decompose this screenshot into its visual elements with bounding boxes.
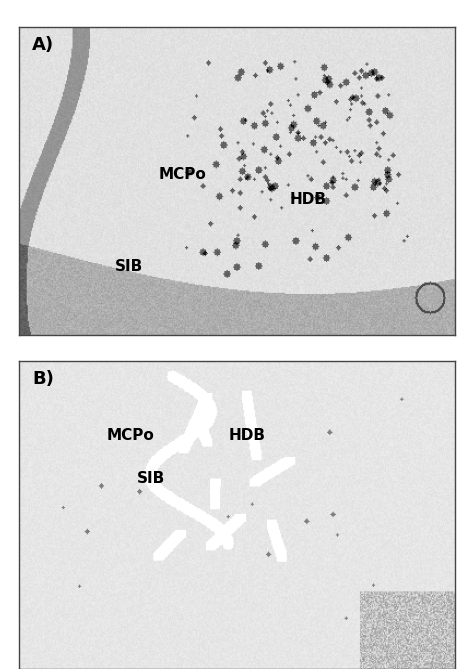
Text: SIB: SIB [115, 260, 143, 274]
Text: MCPo: MCPo [106, 427, 154, 443]
Text: SIB: SIB [137, 471, 165, 486]
Text: B): B) [32, 371, 54, 389]
Text: A): A) [32, 36, 54, 54]
Text: HDB: HDB [289, 191, 326, 207]
Text: MCPo: MCPo [158, 167, 206, 182]
Text: HDB: HDB [228, 427, 265, 443]
